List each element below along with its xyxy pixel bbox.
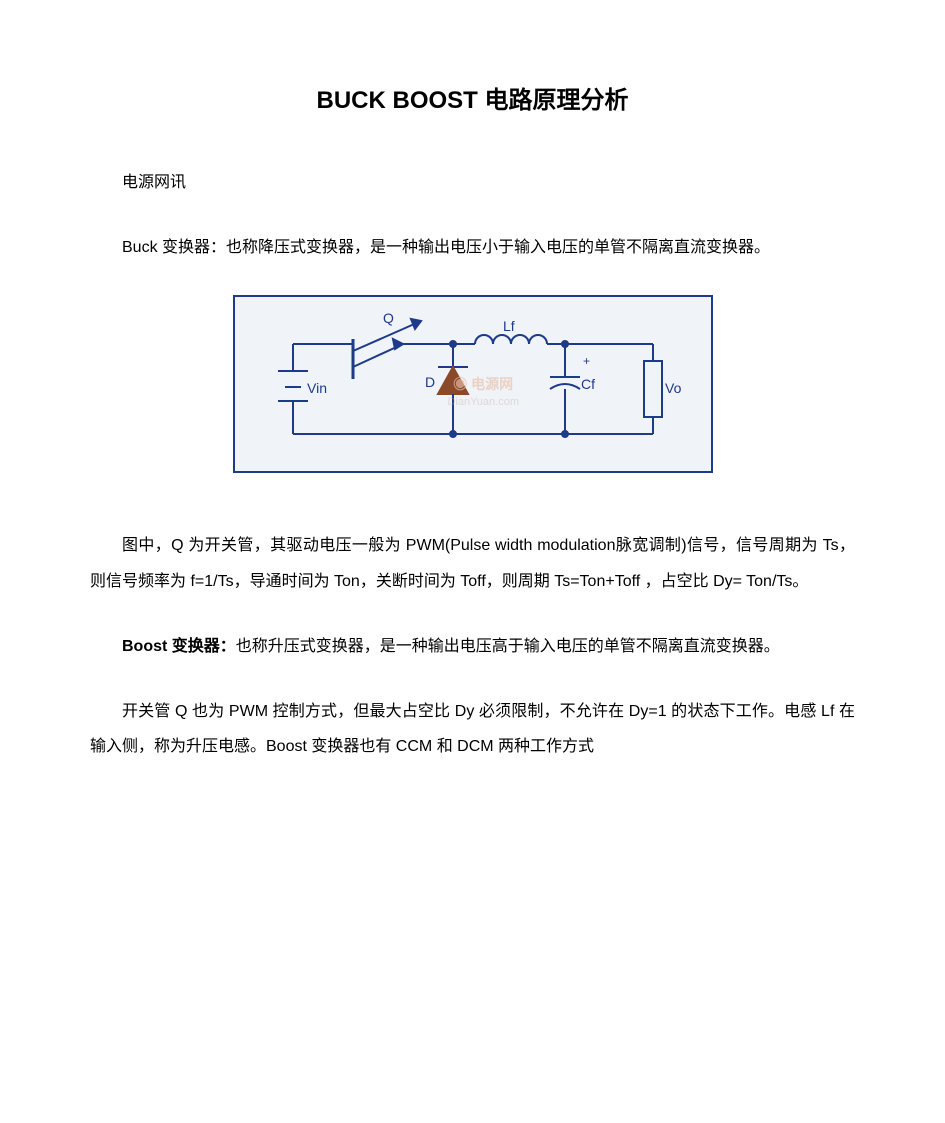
buck-detail: 图中，Q 为开关管，其驱动电压一般为 PWM(Pulse width modul…: [90, 528, 855, 598]
circuit-box: Vin Q D Lf Cf + Vo ◉ 电源网 DianYuan.com: [233, 295, 713, 473]
buck-circuit-svg: Vin Q D Lf Cf + Vo: [253, 309, 693, 459]
buck-intro: Buck 变换器：也称降压式变换器，是一种输出电压小于输入电压的单管不隔离直流变…: [90, 230, 855, 265]
cf-label: Cf: [581, 376, 595, 392]
d-label: D: [425, 374, 435, 390]
boost-detail: 开关管 Q 也为 PWM 控制方式，但最大占空比 Dy 必须限制，不允许在 Dy…: [90, 694, 855, 764]
boost-intro-rest: 也称升压式变换器，是一种输出电压高于输入电压的单管不隔离直流变换器。: [236, 638, 780, 655]
source-line: 电源网讯: [90, 165, 855, 200]
page-title: BUCK BOOST 电路原理分析: [90, 80, 855, 115]
q-label: Q: [383, 310, 394, 326]
boost-label: Boost 变换器：: [122, 638, 236, 655]
circuit-figure: Vin Q D Lf Cf + Vo ◉ 电源网 DianYuan.com: [90, 295, 855, 478]
cf-plus-label: +: [583, 354, 590, 368]
vin-label: Vin: [307, 380, 327, 396]
lf-label: Lf: [503, 318, 515, 334]
vo-label: Vo: [665, 380, 682, 396]
boost-intro: Boost 变换器：也称升压式变换器，是一种输出电压高于输入电压的单管不隔离直流…: [90, 629, 855, 664]
